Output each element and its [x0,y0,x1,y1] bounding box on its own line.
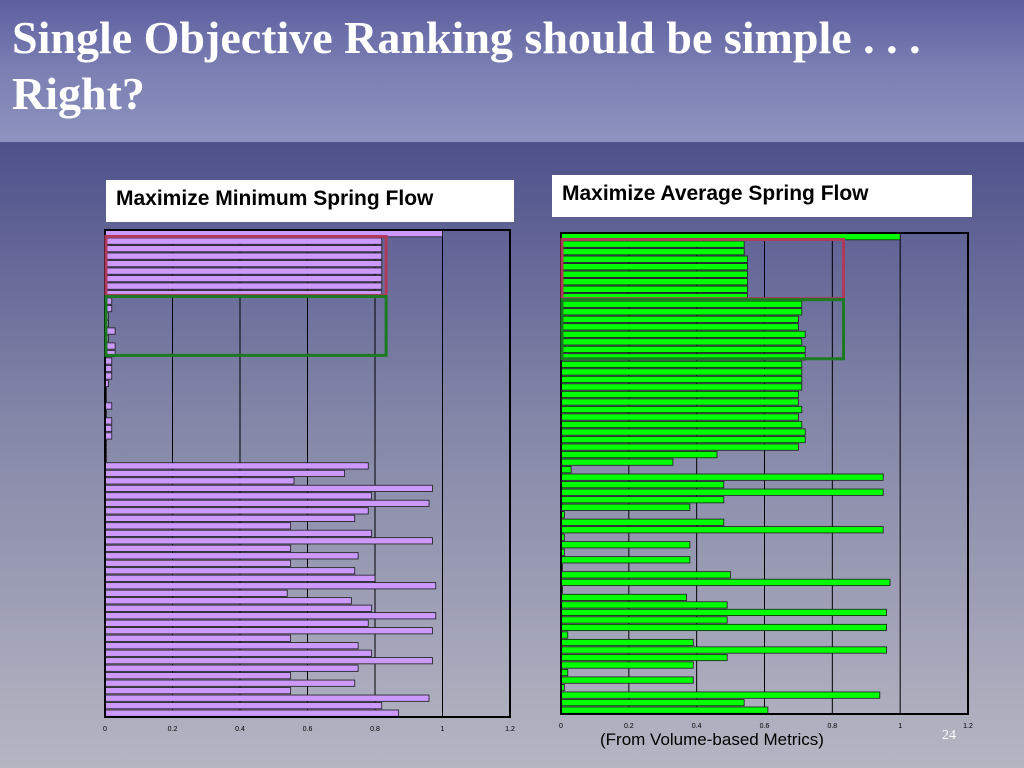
avg-flow-bar [560,285,748,293]
avg-flow-tick-label: 0.2 [624,723,634,730]
avg-flow-bar [560,420,803,429]
avg-flow-bar [560,315,799,323]
avg-flow-bar [560,428,806,436]
avg-flow-bar [560,661,694,669]
avg-flow-bar [560,345,806,353]
avg-flow-bar [560,466,572,474]
avg-flow-bar [560,255,748,263]
avg-flow-tick-label: 0.6 [760,723,770,730]
slide-title: Single Objective Ranking should be simpl… [12,12,921,119]
avg-flow-bar [560,263,748,271]
avg-flow-bar [560,390,799,399]
min-flow-tick-label: 0.6 [303,726,313,733]
avg-flow-bar [560,458,674,466]
avg-flow-bar [560,503,691,511]
avg-flow-tick-label: 0.4 [692,723,702,730]
min-flow-tick-label: 0 [103,726,107,733]
avg-flow-bar [560,571,731,579]
avg-flow-bar [560,669,569,677]
avg-flow-bar [560,631,569,639]
right-chart-title: Maximize Average Spring Flow [552,175,972,217]
avg-flow-bar [560,300,803,308]
avg-flow-bar [560,436,806,444]
avg-flow-bar [560,601,728,609]
avg-flow-bar [560,338,803,346]
avg-flow-bar [560,308,803,316]
avg-flow-tick-label: 1.2 [963,723,973,730]
avg-flow-bar [560,398,799,406]
avg-flow-bar [560,691,881,699]
avg-flow-bar [560,556,691,564]
avg-flow-frame [560,232,969,715]
avg-flow-bar [560,526,884,534]
avg-flow-bar [560,608,888,616]
min-flow-frame [104,229,511,718]
avg-flow-bar [560,699,745,707]
avg-flow-bar [560,646,888,654]
min-flow-tick-label: 0.8 [370,726,380,733]
avg-flow-bar [560,383,803,391]
title-band [0,0,1024,142]
avg-flow-bar [560,616,728,624]
avg-flow-bar [560,706,769,714]
avg-flow-bar [560,413,799,421]
avg-flow-bar [560,270,748,278]
min-flow-tick-label: 0.4 [235,726,245,733]
avg-flow-bar [560,578,891,586]
footer-note: (From Volume-based Metrics) [600,730,824,749]
avg-flow-bar [560,360,803,368]
min-flow-tick-label: 1.2 [505,726,515,733]
page-number: 24 [942,728,956,743]
avg-flow-bar [560,278,748,286]
avg-flow-bar [560,330,806,338]
min-flow-tick-label: 1 [441,726,445,733]
avg-flow-bar [560,323,799,331]
avg-flow-bar [560,375,803,384]
avg-flow-bar [560,496,725,504]
avg-flow-bar [560,518,725,526]
avg-flow-tick-label: 1 [898,723,902,730]
avg-flow-tick-label: 0.8 [827,723,837,730]
avg-flow-bar [560,676,694,684]
avg-flow-bar [560,623,888,632]
avg-flow-bar [560,488,884,496]
avg-flow-bar [560,653,728,662]
avg-flow-bar [560,541,691,549]
avg-flow-bar [560,451,718,459]
min-flow-tick-label: 0.2 [168,726,178,733]
avg-flow-bar [560,638,694,647]
min-flow-highlight-green [104,294,388,357]
avg-flow-highlight-green [560,298,846,361]
avg-flow-bar [560,593,687,601]
avg-flow-bar [560,248,745,256]
avg-flow-bar [560,368,803,376]
avg-flow-bar [560,481,725,489]
avg-flow-bar [560,473,884,481]
avg-flow-bar [560,405,803,414]
avg-flow-tick-label: 0 [559,723,563,730]
avg-flow-bar [560,240,745,248]
left-chart-title: Maximize Minimum Spring Flow [106,180,514,222]
avg-flow-bar [560,443,799,451]
